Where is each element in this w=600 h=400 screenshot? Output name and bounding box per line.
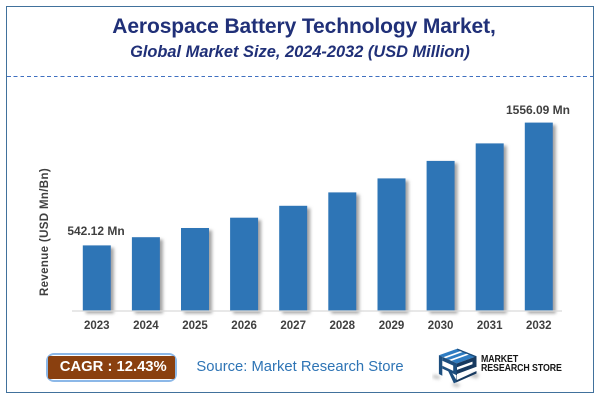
svg-text:2026: 2026	[231, 320, 257, 332]
svg-text:2027: 2027	[280, 320, 306, 332]
svg-text:2029: 2029	[379, 320, 405, 332]
svg-text:2023: 2023	[84, 320, 110, 332]
svg-text:2025: 2025	[182, 320, 208, 332]
svg-text:2032: 2032	[526, 320, 552, 332]
svg-text:2028: 2028	[330, 320, 356, 332]
svg-text:2031: 2031	[477, 320, 503, 332]
svg-text:2024: 2024	[133, 320, 159, 332]
svg-text:2030: 2030	[428, 320, 454, 332]
